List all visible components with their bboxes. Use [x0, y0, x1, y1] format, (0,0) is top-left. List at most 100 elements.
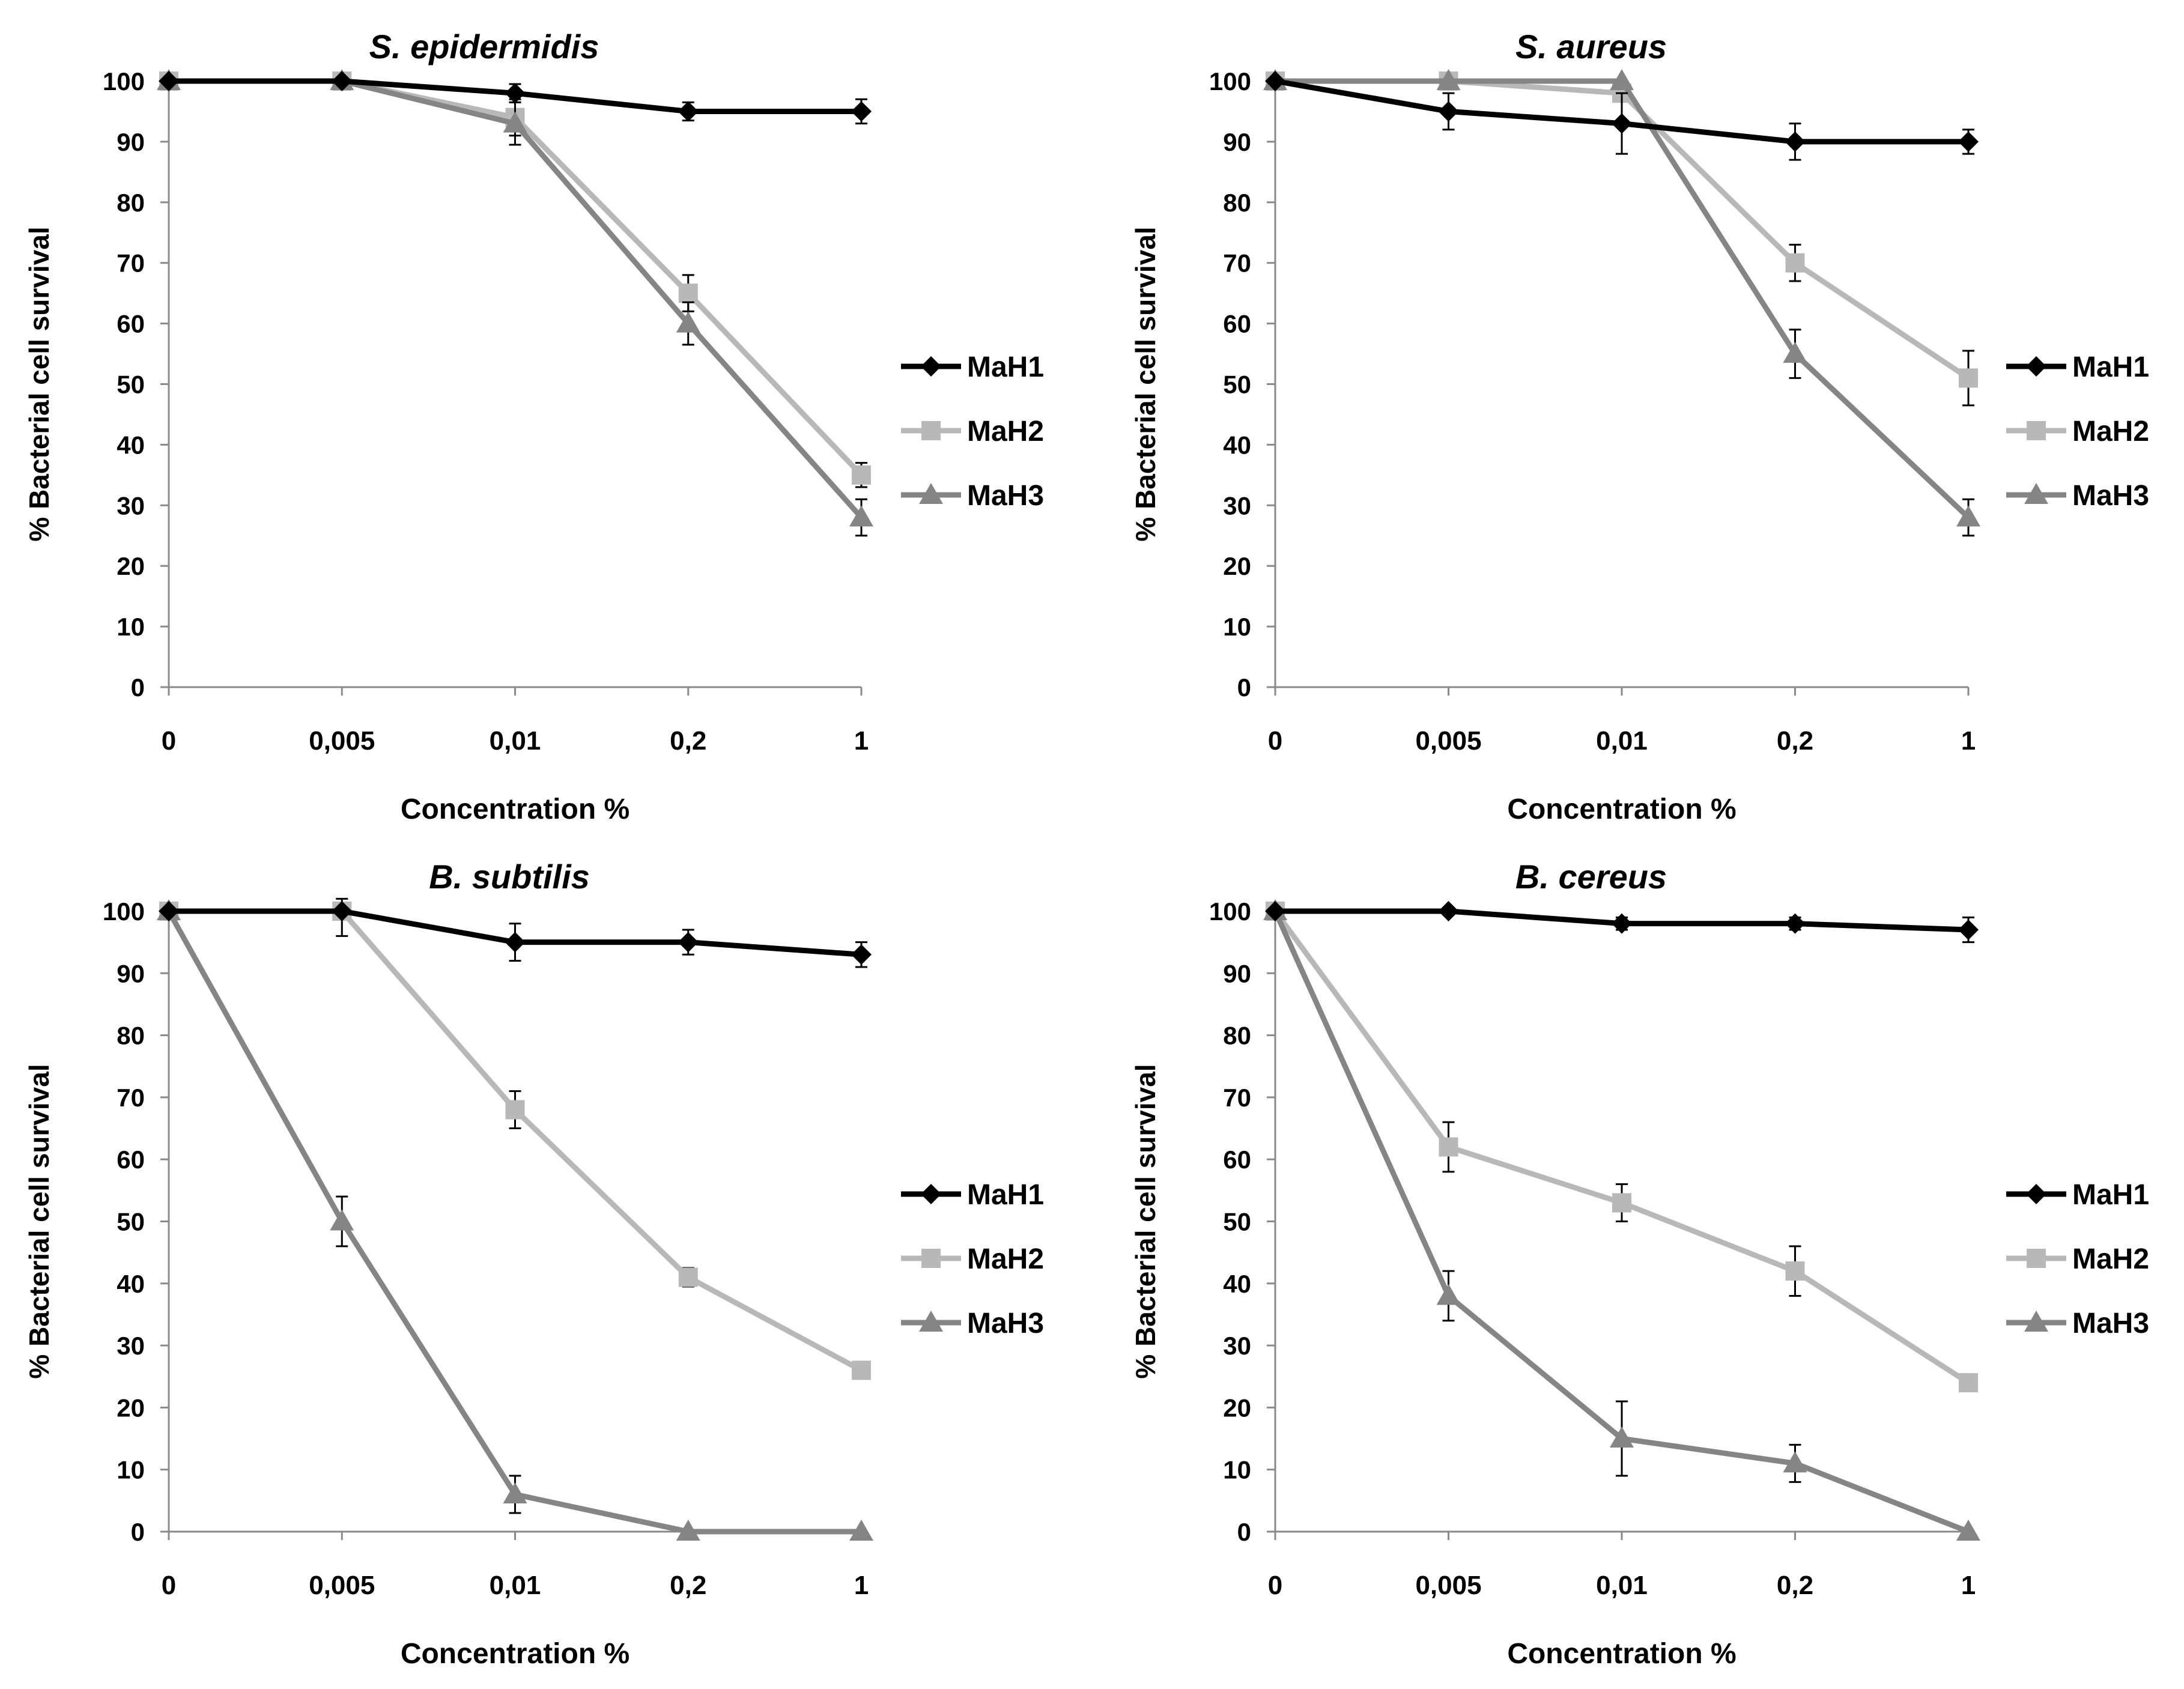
x-tick-label: 0,01 — [1596, 1571, 1648, 1600]
data-point-mah2 — [1959, 368, 1978, 388]
legend-marker-mah2 — [921, 1249, 941, 1268]
series-mah3 — [157, 69, 873, 537]
legend-marker-mah3 — [919, 1311, 943, 1332]
data-point-mah1 — [678, 932, 699, 953]
x-axis-title: Concentration % — [1507, 793, 1736, 825]
y-tick-label: 40 — [117, 431, 145, 459]
legend-marker-mah2 — [921, 421, 941, 440]
legend-label: MaH3 — [967, 480, 1044, 512]
data-point-mah1 — [1785, 913, 1806, 934]
data-point-mah2 — [505, 1100, 525, 1120]
y-tick-label: 50 — [1223, 371, 1251, 399]
x-axis-title: Concentration % — [1507, 1638, 1736, 1670]
legend-marker-mah1 — [921, 1184, 941, 1204]
legend-marker-mah1 — [2026, 356, 2046, 377]
data-point-mah2 — [1785, 253, 1805, 273]
legend-label: MaH1 — [967, 1179, 1044, 1211]
series-mah1 — [159, 901, 872, 968]
x-tick-label: 1 — [1961, 726, 1976, 756]
y-tick-label: 30 — [117, 1332, 145, 1360]
x-tick-label: 0,2 — [1777, 1571, 1813, 1600]
y-tick-label: 20 — [117, 552, 145, 580]
legend-label: MaH2 — [967, 1243, 1044, 1275]
y-tick-label: 10 — [1223, 613, 1251, 641]
x-tick-label: 0,2 — [1777, 726, 1813, 756]
data-point-mah1 — [505, 932, 526, 953]
data-point-mah2 — [852, 1360, 871, 1380]
data-point-mah3 — [1956, 1520, 1980, 1541]
y-tick-label: 30 — [1223, 491, 1251, 520]
legend-marker-mah1 — [921, 356, 941, 377]
data-point-mah3 — [849, 1520, 873, 1541]
y-tick-label: 10 — [1223, 1456, 1251, 1484]
y-tick-label: 20 — [1223, 1393, 1251, 1422]
y-tick-label: 40 — [117, 1270, 145, 1298]
y-axis-title: % Bacterial cell survival — [23, 1064, 55, 1378]
y-tick-label: 80 — [1223, 1022, 1251, 1050]
data-point-mah1 — [1612, 113, 1632, 134]
legend-label: MaH2 — [967, 416, 1044, 447]
y-tick-label: 10 — [117, 1456, 145, 1484]
data-point-mah3 — [849, 505, 873, 527]
chart-title: S. aureus — [1515, 28, 1667, 65]
legend-marker-mah1 — [2026, 1184, 2046, 1204]
chart-title: S. epidermidis — [369, 28, 599, 65]
legend-label: MaH1 — [967, 351, 1044, 383]
data-point-mah2 — [1959, 1373, 1978, 1393]
x-tick-label: 0,01 — [490, 1571, 541, 1600]
legend-label: MaH1 — [2072, 1179, 2149, 1211]
y-tick-label: 90 — [1223, 128, 1251, 156]
y-axis-title: % Bacterial cell survival — [23, 226, 55, 541]
legend-label: MaH2 — [2072, 416, 2149, 447]
x-axis-title: Concentration % — [401, 1638, 629, 1670]
legend-label: MaH3 — [2072, 1308, 2149, 1339]
chart-title: B. subtilis — [429, 858, 590, 896]
y-tick-label: 20 — [1223, 552, 1251, 580]
data-point-mah1 — [1958, 919, 1979, 940]
y-tick-label: 60 — [1223, 1145, 1251, 1174]
data-point-mah3 — [1783, 342, 1807, 363]
y-tick-label: 70 — [117, 1084, 145, 1112]
data-point-mah3 — [1610, 1427, 1634, 1448]
y-axis-title: % Bacterial cell survival — [1130, 1064, 1161, 1378]
series-mah3 — [157, 899, 873, 1541]
x-tick-label: 0 — [162, 1571, 176, 1600]
data-point-mah3 — [676, 1520, 700, 1541]
data-point-mah3 — [330, 1209, 354, 1231]
data-point-mah2 — [678, 1267, 698, 1287]
series-mah1 — [1265, 901, 1979, 944]
legend-marker-mah3 — [919, 483, 943, 504]
data-point-mah2 — [852, 465, 871, 485]
y-tick-label: 40 — [1223, 1270, 1251, 1298]
series-mah1 — [1265, 71, 1979, 161]
y-tick-label: 50 — [117, 1208, 145, 1236]
data-point-mah3 — [503, 111, 527, 133]
data-point-mah3 — [503, 1482, 527, 1504]
y-tick-label: 0 — [1237, 1518, 1251, 1546]
y-tick-label: 0 — [131, 673, 145, 702]
y-tick-label: 70 — [1223, 249, 1251, 277]
y-tick-label: 100 — [1209, 67, 1251, 96]
data-point-mah1 — [851, 944, 872, 965]
legend-marker-mah2 — [2027, 1249, 2046, 1268]
legend-label: MaH3 — [2072, 480, 2149, 512]
data-point-mah1 — [1438, 101, 1459, 122]
y-tick-label: 80 — [117, 1022, 145, 1050]
data-point-mah3 — [1783, 1451, 1807, 1473]
data-point-mah1 — [678, 101, 699, 122]
x-tick-label: 0,01 — [490, 726, 541, 756]
data-point-mah1 — [159, 901, 179, 921]
x-tick-label: 0 — [1268, 1571, 1282, 1600]
data-point-mah1 — [1958, 131, 1979, 152]
x-tick-label: 0,2 — [670, 726, 706, 756]
data-point-mah1 — [1785, 131, 1806, 152]
y-tick-label: 10 — [117, 613, 145, 641]
y-tick-label: 50 — [117, 371, 145, 399]
chart-panel-s-epidermidis: 0 10 20 30 40 50 60 70 80 90 100 0 0,005 0,01 0,2 1 S. e… — [23, 28, 1044, 825]
x-tick-label: 0 — [1268, 726, 1282, 756]
y-tick-label: 80 — [117, 189, 145, 217]
chart-panel-b-subtilis: 0 10 20 30 40 50 60 70 80 90 100 0 0,005 0,01 0,2 1 B. s… — [23, 858, 1044, 1670]
y-tick-label: 100 — [103, 897, 145, 926]
legend-label: MaH1 — [2072, 351, 2149, 383]
data-point-mah1 — [1265, 901, 1285, 921]
